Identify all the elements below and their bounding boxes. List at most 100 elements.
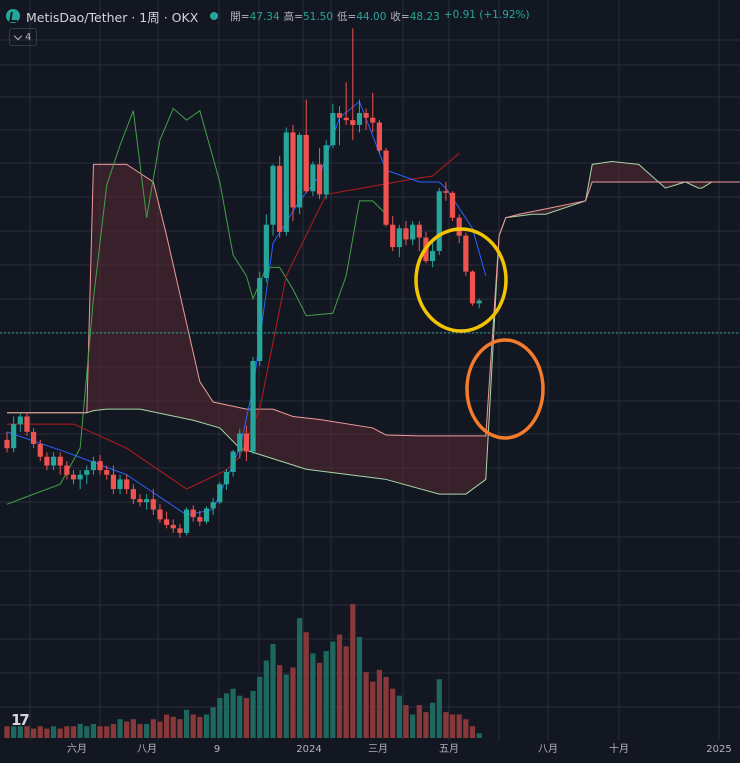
- candle-body: [436, 191, 442, 252]
- volume-bar: [203, 714, 210, 738]
- volume-bar: [183, 709, 190, 738]
- candle-body: [164, 519, 170, 525]
- volume-bar: [130, 719, 136, 738]
- candle-body: [70, 474, 77, 480]
- volume-bar: [37, 726, 43, 738]
- candle-body: [223, 471, 230, 485]
- volume-bar: [410, 714, 416, 738]
- volume-bar: [463, 719, 469, 738]
- candle-body: [117, 479, 123, 490]
- volume-bar: [277, 665, 283, 738]
- volume-bar: [390, 688, 396, 738]
- ichimoku-lines: [6, 100, 487, 516]
- candle-body: [330, 113, 336, 146]
- volume-bar: [117, 719, 123, 738]
- volume-bar: [144, 723, 150, 738]
- candle-body: [50, 456, 57, 466]
- volume-bar: [170, 716, 176, 738]
- volume-bar: [104, 726, 110, 738]
- volume-bar: [77, 723, 83, 738]
- candle-body: [157, 509, 163, 520]
- x-axis-tick-label: 2025: [706, 744, 731, 755]
- x-axis-tick-label: 9: [214, 744, 220, 755]
- candle-body: [403, 228, 409, 240]
- candle-body: [323, 145, 329, 195]
- volume-bar: [257, 676, 263, 738]
- volume-bar: [157, 721, 163, 738]
- x-axis-tick-label: 2024: [296, 744, 321, 755]
- x-axis-tick-label: 八月: [538, 743, 558, 755]
- candle-body: [463, 235, 469, 272]
- candle-body: [297, 134, 303, 208]
- volume-bar: [330, 641, 336, 738]
- volume-bar: [31, 728, 37, 738]
- volume-bar: [323, 651, 329, 738]
- candle-body: [144, 499, 150, 503]
- candle-body: [31, 431, 37, 445]
- volume-bar: [237, 695, 243, 738]
- volume-bars: [4, 604, 482, 738]
- span-a-line: [7, 161, 740, 495]
- open-label: 開=: [230, 10, 250, 23]
- metis-logo-icon: [6, 9, 20, 23]
- change-value: +0.91 (+1.92%): [443, 8, 530, 21]
- candle-body: [370, 117, 376, 123]
- x-axis-tick-label: 五月: [439, 743, 459, 755]
- volume-bar: [416, 705, 422, 738]
- candle-body: [77, 474, 83, 480]
- high-label: 高=: [283, 10, 303, 23]
- candle-body: [217, 484, 223, 503]
- candle-body: [469, 271, 476, 304]
- candle-body: [84, 470, 90, 475]
- volume-bar: [263, 660, 269, 738]
- volume-bar: [110, 723, 116, 738]
- candle-body: [316, 164, 323, 195]
- indicators-toggle-button[interactable]: 4: [9, 28, 38, 46]
- volume-bar: [57, 728, 63, 738]
- volume-bar: [4, 726, 10, 738]
- candle-body: [356, 113, 363, 125]
- volume-bar: [297, 618, 303, 738]
- candle-body: [310, 164, 316, 192]
- volume-bar: [396, 695, 402, 738]
- volume-bar: [303, 632, 309, 738]
- candle-body: [4, 439, 10, 449]
- volume-bar: [370, 681, 376, 738]
- volume-bar: [217, 698, 223, 738]
- volume-bar: [164, 714, 170, 738]
- volume-bar: [290, 667, 296, 738]
- volume-bar: [210, 707, 216, 738]
- volume-bar: [270, 644, 276, 738]
- volume-bar: [476, 733, 482, 738]
- cloud-fill: [7, 161, 740, 495]
- volume-bar: [90, 723, 97, 738]
- candle-body: [476, 300, 482, 304]
- indicator-count: 4: [25, 31, 32, 43]
- candle-body: [336, 113, 343, 118]
- open-value: 47.34: [249, 10, 280, 23]
- volume-bar: [124, 721, 130, 738]
- volume-bar: [383, 676, 389, 738]
- candle-body: [390, 224, 396, 248]
- volume-bar: [190, 714, 196, 738]
- volume-bar: [423, 712, 429, 738]
- candle-body: [64, 465, 70, 475]
- tradingview-logo[interactable]: 17: [11, 711, 30, 729]
- candle-body: [443, 191, 449, 193]
- x-axis-tick-label: 三月: [368, 743, 388, 755]
- low-label: 低=: [337, 10, 357, 23]
- volume-bar: [430, 702, 436, 738]
- candle-body: [237, 433, 243, 452]
- candle-body: [410, 224, 416, 240]
- candle-body: [137, 499, 143, 503]
- candle-body: [456, 217, 462, 236]
- candle-body: [283, 132, 289, 232]
- candle-body: [197, 517, 203, 522]
- lagging-span-line: [6, 107, 387, 505]
- x-axis-tick-label: 六月: [67, 743, 87, 755]
- volume-bar: [223, 693, 230, 738]
- x-axis-labels: 六月 八月 9 2024 三月 五月 八月 十月 2025: [67, 742, 732, 755]
- symbol-title[interactable]: MetisDao/Tether · 1周 · OKX: [26, 9, 199, 25]
- volume-bar: [177, 719, 183, 738]
